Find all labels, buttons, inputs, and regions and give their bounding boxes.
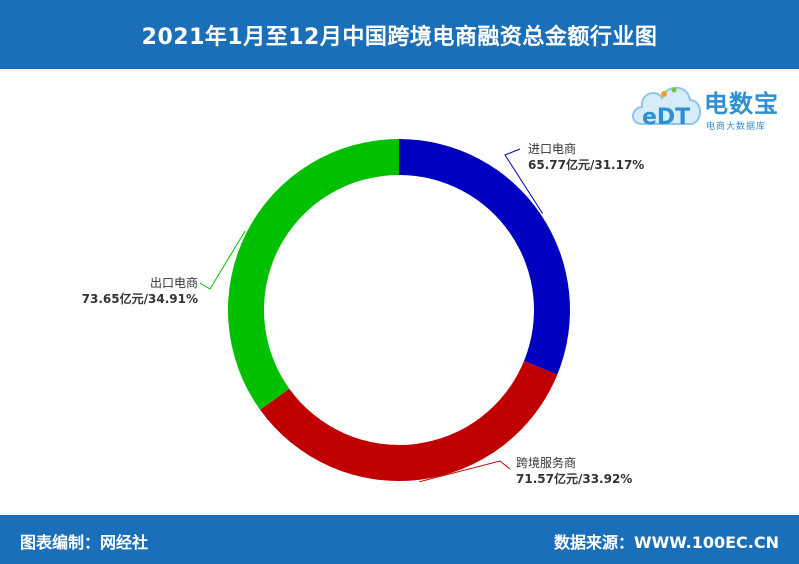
chart-title: 2021年1月至12月中国跨境电商融资总金额行业图 — [141, 24, 658, 50]
leader-line — [419, 460, 511, 483]
cloud-logo-icon: eDT — [632, 86, 701, 130]
chart-footer: 图表编制：网经社 数据来源：WWW.100EC.CN — [0, 515, 799, 564]
donut-slice — [227, 139, 399, 410]
leader-line — [199, 230, 246, 290]
slice-value-label: 71.57亿元/33.92% — [516, 471, 632, 486]
logo-brand: 电数宝 — [704, 90, 779, 118]
logo-mark: eDT — [642, 105, 690, 130]
chart-header: 2021年1月至12月中国跨境电商融资总金额行业图 — [0, 0, 799, 69]
slice-label: 跨境服务商 — [516, 455, 576, 470]
slice-label: 出口电商 — [150, 275, 198, 290]
footer-data-source: 数据来源：WWW.100EC.CN — [553, 533, 779, 552]
donut-slice — [260, 361, 558, 481]
slice-value-label: 65.77亿元/31.17% — [528, 157, 644, 172]
logo-subtitle: 电商大数据库 — [706, 122, 767, 132]
footer-source-editor: 图表编制：网经社 — [20, 533, 149, 552]
logo: eDT 电数宝 电商大数据库 — [628, 74, 793, 136]
slice-label: 进口电商 — [528, 141, 576, 156]
donut-slice — [399, 139, 570, 375]
leader-line — [504, 148, 544, 214]
slice-value-label: 73.65亿元/34.91% — [82, 291, 198, 306]
